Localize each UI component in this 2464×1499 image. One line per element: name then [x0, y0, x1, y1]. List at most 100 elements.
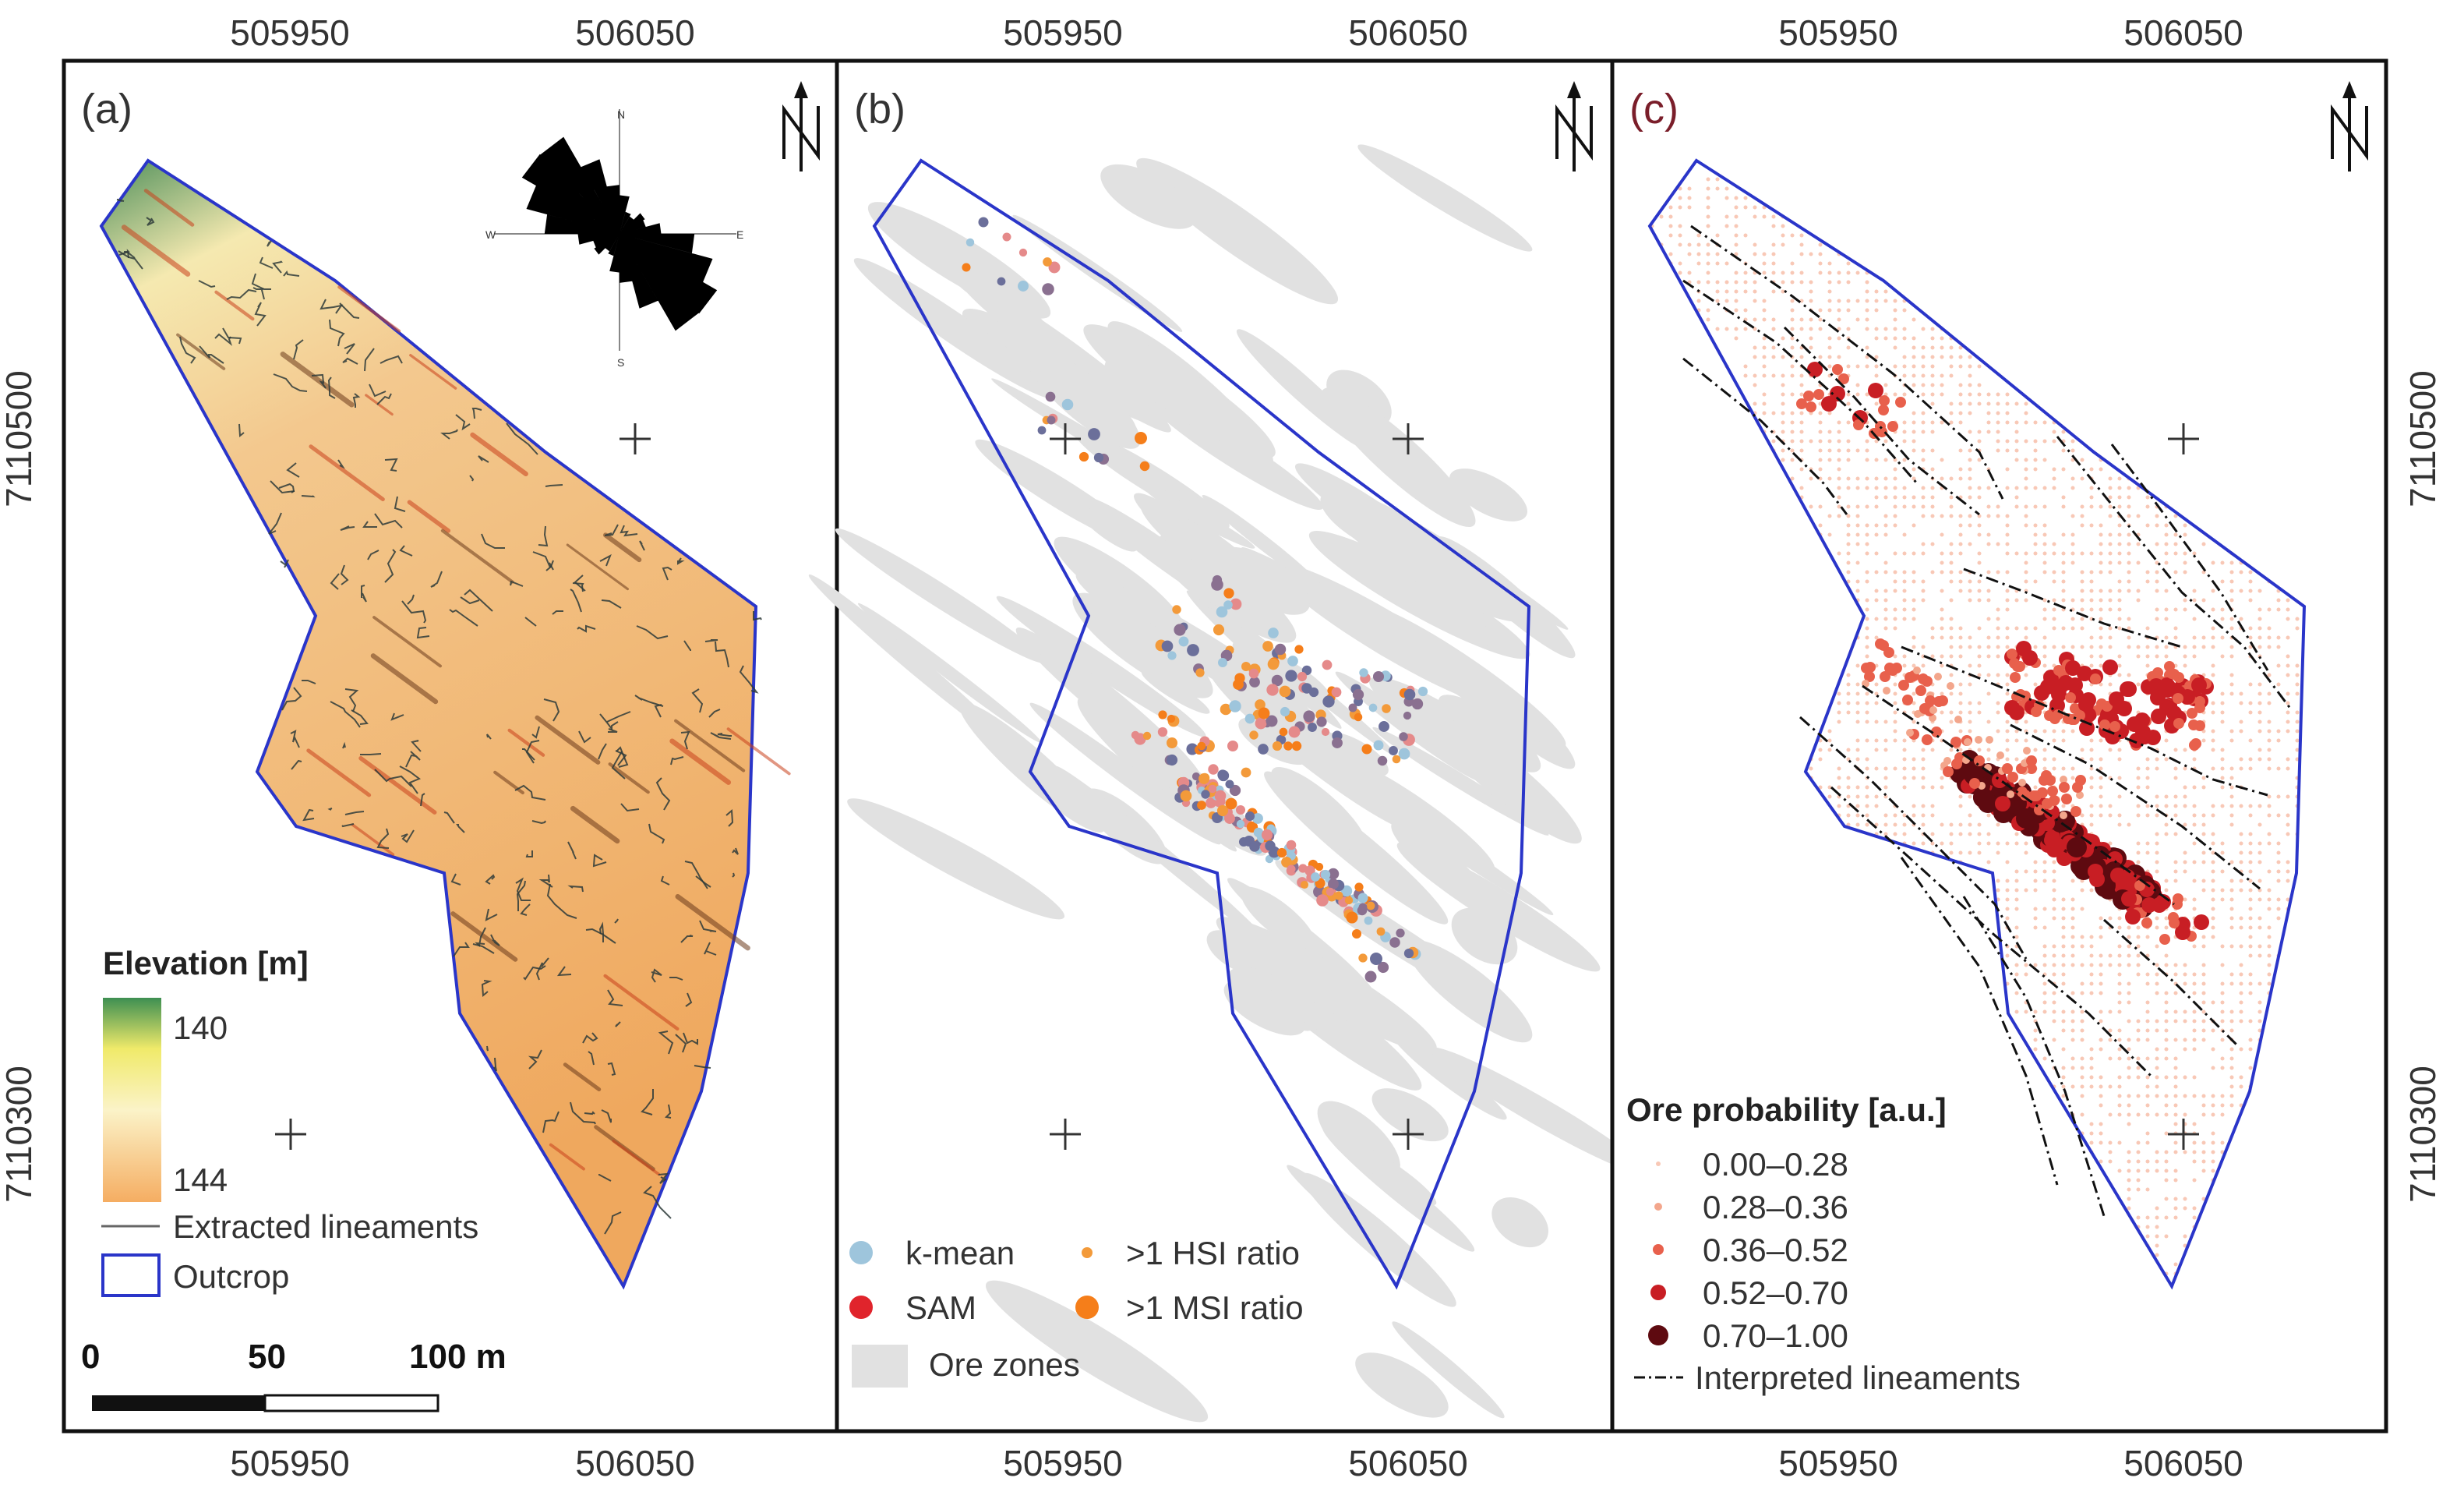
scale-bar-black: [92, 1395, 265, 1411]
interpreted-lineament-legend-label: Interpreted lineaments: [1695, 1359, 2021, 1396]
panel-b-north-arrow-icon: [1555, 81, 1593, 171]
interpreted-lineament-10: [1830, 786, 2152, 1077]
panel-a-relief-shading: [121, 189, 791, 1176]
interpreted-lineament-7: [1901, 645, 2268, 797]
interpreted-lineament-1: [1682, 279, 1919, 484]
panel-c-frame: [1610, 58, 2388, 1434]
panel-b-outcrop-polygon: [872, 158, 1531, 1290]
prob-class-2-symbol: [1653, 1244, 1664, 1255]
interpreted-lineament-0: [1690, 224, 2004, 500]
easting-tick-top-0-1: 506050: [575, 12, 695, 53]
panel-c-grid-crosses: [2168, 423, 2199, 1150]
interpreted-lineament-8: [1862, 684, 2175, 906]
elevation-colorbar: [103, 998, 161, 1202]
panel-b: (b) k-mean >1 HSI ratio SAM >1 MSI ratio…: [808, 58, 1647, 1434]
easting-tick-top-1-0: 505950: [1003, 12, 1123, 53]
prob-class-1-label: 0.28–0.36: [1703, 1189, 1848, 1225]
interpreted-lineament-13: [2010, 723, 2261, 890]
panel-c-legend: Ore probability [a.u.] 0.00–0.28 0.28–0.…: [1626, 1091, 2021, 1396]
rose-s-label: S: [617, 356, 624, 369]
elevation-max-label: 140: [173, 1009, 228, 1046]
interpreted-lineament-6: [2110, 444, 2269, 671]
legend-orezones-label: Ore zones: [929, 1346, 1080, 1383]
panel-a: (a) N E S W Elevation [: [62, 58, 839, 1434]
rose-petals: [521, 136, 718, 331]
northing-tick-right-1: 7110300: [2402, 1066, 2443, 1203]
interpreted-lineament-5: [2056, 436, 2293, 710]
panel-b-grid-crosses: [1050, 423, 1424, 1150]
scale-label-0: 0: [81, 1338, 100, 1376]
panel-c-interpreted-lineaments: [1682, 224, 2293, 1217]
northing-tick-right-0: 7110500: [2402, 370, 2443, 507]
outcrop-legend-symbol: [101, 1253, 161, 1297]
prob-class-4-symbol: [1648, 1325, 1668, 1345]
interpreted-lineament-3: [1783, 326, 1980, 516]
panel-c-north-arrow-icon: [2331, 81, 2368, 171]
prob-class-3-label: 0.52–0.70: [1703, 1275, 1848, 1311]
legend-kmean-label: k-mean: [905, 1235, 1015, 1271]
scale-label-100: 100 m: [409, 1338, 507, 1376]
legend-msi-symbol: [1075, 1296, 1099, 1319]
panel-a-north-arrow-icon: [782, 81, 820, 171]
northing-tick-labels: 7110500 7110500 7110300 7110300: [0, 370, 2443, 1203]
elevation-legend-title: Elevation [m]: [103, 945, 309, 981]
legend-hsi-symbol: [1082, 1247, 1093, 1258]
northing-tick-left-0: 7110500: [0, 370, 39, 507]
easting-tick-labels: 505950 505950 506050 506050 505950 505950 5060…: [230, 12, 2243, 1483]
easting-tick-bottom-2-0: 505950: [1778, 1443, 1898, 1483]
interpreted-lineament-4: [1963, 567, 2183, 649]
legend-sam-label: SAM: [905, 1289, 976, 1326]
panel-b-legend: k-mean >1 HSI ratio SAM >1 MSI ratio Ore…: [849, 1235, 1304, 1388]
legend-msi-label: >1 MSI ratio: [1126, 1289, 1304, 1326]
legend-kmean-symbol: [849, 1241, 873, 1264]
northing-tick-left-1: 7110300: [0, 1066, 39, 1203]
rose-w-label: W: [485, 228, 496, 241]
easting-tick-top-0-0: 505950: [230, 12, 350, 53]
prob-class-3-symbol: [1650, 1285, 1666, 1300]
interpreted-lineament-11: [1962, 896, 2106, 1217]
prob-class-4-label: 0.70–1.00: [1703, 1317, 1848, 1354]
panel-c-outcrop-polygon: [1647, 158, 2307, 1290]
prob-class-2-label: 0.36–0.52: [1703, 1232, 1848, 1268]
elevation-min-label: 144: [173, 1161, 228, 1198]
rose-e-label: E: [736, 228, 743, 241]
prob-class-1-symbol: [1654, 1203, 1662, 1211]
panel-a-outcrop: [99, 158, 791, 1290]
easting-tick-bottom-1-0: 505950: [1003, 1443, 1123, 1483]
easting-tick-top-1-1: 506050: [1348, 12, 1468, 53]
legend-hsi-label: >1 HSI ratio: [1126, 1235, 1300, 1271]
interpreted-lineament-2: [1682, 357, 1848, 515]
easting-tick-top-2-1: 506050: [2123, 12, 2243, 53]
panel-b-detections: [962, 217, 1428, 983]
panel-c-probability-grid: [1650, 177, 2300, 1276]
scale-bar-white: [263, 1394, 439, 1412]
interpreted-lineament-12: [1900, 857, 2059, 1186]
scale-label-50: 50: [248, 1338, 286, 1376]
panel-b-label: (b): [854, 86, 905, 133]
easting-tick-top-2-0: 505950: [1778, 12, 1898, 53]
prob-class-0-symbol: [1656, 1161, 1661, 1166]
panel-a-label: (a): [81, 86, 132, 133]
lineament-legend-label: Extracted lineaments: [173, 1208, 478, 1245]
legend-sam-symbol: [849, 1296, 873, 1319]
panel-a-rose-diagram: N E S W: [485, 108, 743, 369]
easting-tick-bottom-2-1: 506050: [2123, 1443, 2243, 1483]
interpreted-lineament-14: [2103, 918, 2238, 1046]
panel-a-legend: Elevation [m] 140 144 Extracted lineamen…: [101, 945, 478, 1297]
panel-c-label: (c): [1629, 86, 1679, 133]
panel-a-scale-bar: 0 50 100 m: [81, 1338, 507, 1412]
prob-class-0-label: 0.00–0.28: [1703, 1146, 1848, 1183]
panel-c: (c) Ore probability [a.u.] 0.00–0.28 0.2…: [1610, 58, 2388, 1434]
legend-orezones-symbol: [852, 1345, 908, 1388]
easting-tick-bottom-1-1: 506050: [1348, 1443, 1468, 1483]
panel-a-extracted-lineaments: [116, 199, 762, 1235]
easting-tick-bottom-0-0: 505950: [230, 1443, 350, 1483]
panel-a-outcrop-polygon: [99, 158, 758, 1290]
interpreted-lineament-9: [1799, 716, 2028, 960]
rose-n-label: N: [617, 108, 625, 121]
probability-legend-title: Ore probability [a.u.]: [1626, 1091, 1947, 1128]
panel-a-grid-crosses: [275, 423, 651, 1150]
easting-tick-bottom-0-1: 506050: [575, 1443, 695, 1483]
outcrop-legend-label: Outcrop: [173, 1258, 289, 1295]
